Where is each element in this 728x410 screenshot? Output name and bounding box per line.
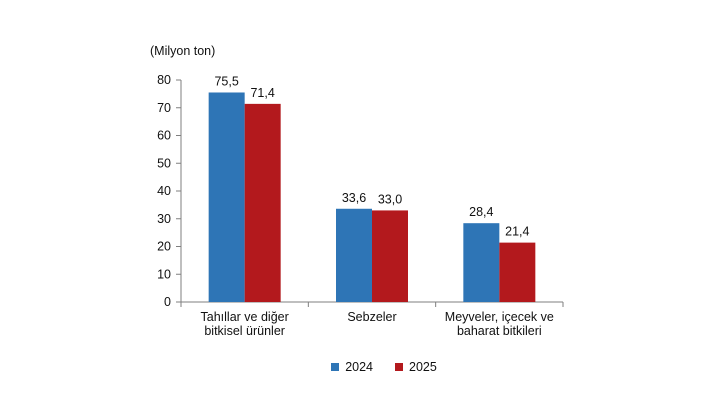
x-tick-label-line: Tahıllar ve diğer bbox=[201, 310, 289, 324]
legend-label-2025: 2025 bbox=[409, 360, 437, 374]
y-tick-label: 60 bbox=[157, 129, 171, 143]
x-tick-label-line: Meyveler, içecek ve bbox=[445, 310, 554, 324]
bar-2025-2 bbox=[499, 242, 536, 302]
bar-2024-1 bbox=[336, 208, 372, 302]
legend: 2024 2025 bbox=[0, 357, 728, 377]
data-label-2024-2: 28,4 bbox=[469, 205, 493, 219]
y-tick-label: 0 bbox=[164, 295, 171, 309]
y-tick-label: 50 bbox=[157, 156, 171, 170]
y-tick-label: 80 bbox=[157, 73, 171, 87]
bar-2025-1 bbox=[372, 210, 408, 302]
y-tick-label: 20 bbox=[157, 240, 171, 254]
data-labels: 75,5 33,6 28,4 71,4 33,0 21,4 bbox=[214, 74, 529, 238]
data-label-2024-0: 75,5 bbox=[214, 74, 238, 88]
x-tick-label-0: Tahıllar ve diğer bitkisel ürünler bbox=[201, 310, 289, 338]
y-tick-label: 40 bbox=[157, 184, 171, 198]
data-label-2024-1: 33,6 bbox=[342, 191, 366, 205]
legend-item-2024: 2024 bbox=[331, 360, 373, 374]
x-tick-label-line: baharat bitkileri bbox=[457, 324, 542, 338]
x-tick-labels: Tahıllar ve diğer bitkisel ürünler Sebzele… bbox=[201, 310, 554, 338]
legend-swatch-2025 bbox=[395, 363, 403, 371]
legend-item-2025: 2025 bbox=[395, 360, 437, 374]
x-tick-label-line: Sebzeler bbox=[347, 310, 396, 324]
data-label-2025-1: 33,0 bbox=[378, 192, 402, 206]
bar-2025-0 bbox=[244, 103, 281, 303]
legend-swatch-2024 bbox=[331, 363, 340, 371]
y-tick-label: 70 bbox=[157, 101, 171, 115]
legend-label-2024: 2024 bbox=[345, 360, 373, 374]
x-tick-label-2: Meyveler, içecek ve baharat bitkileri bbox=[445, 310, 554, 338]
bar-2024-0 bbox=[208, 92, 245, 302]
y-axis-unit-label: (Milyon ton) bbox=[150, 44, 215, 58]
y-tick-label: 30 bbox=[157, 212, 171, 226]
axes: 0 10 20 30 40 50 60 70 80 bbox=[157, 73, 564, 309]
bar-2024-2 bbox=[463, 223, 500, 302]
y-tick-label: 10 bbox=[157, 267, 171, 281]
data-label-2025-0: 71,4 bbox=[250, 86, 274, 100]
x-tick-label-1: Sebzeler bbox=[347, 310, 396, 324]
bars bbox=[208, 92, 536, 303]
data-label-2025-2: 21,4 bbox=[505, 225, 529, 239]
x-tick-label-line: bitkisel ürünler bbox=[204, 324, 285, 338]
